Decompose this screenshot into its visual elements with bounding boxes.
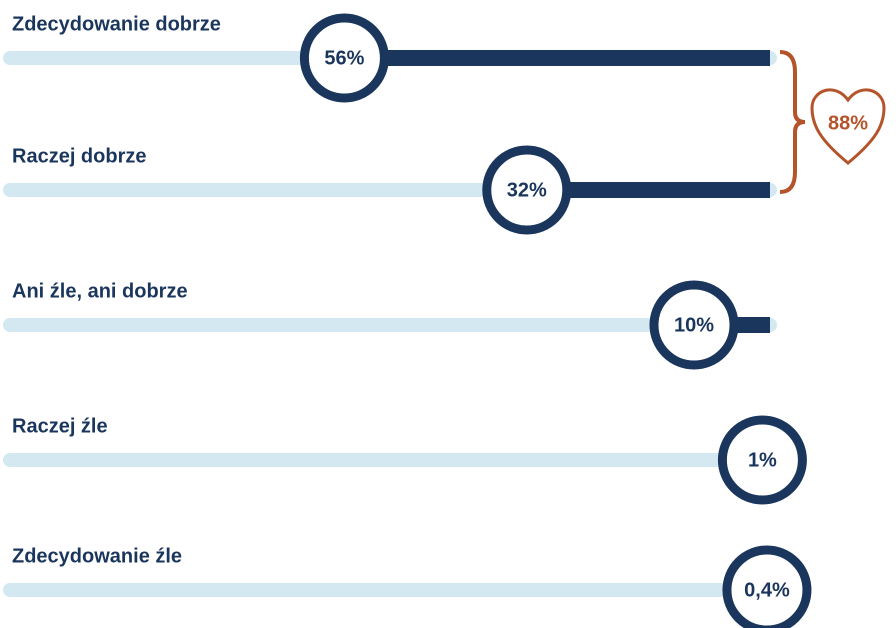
summary-label: 88% xyxy=(828,112,868,134)
heart xyxy=(810,88,886,165)
category-label: Zdecydowanie dobrze xyxy=(12,13,221,35)
value-marker xyxy=(649,280,739,370)
value-marker xyxy=(717,415,807,505)
value-label: 56% xyxy=(324,47,364,69)
bar xyxy=(526,182,770,198)
brace xyxy=(779,50,806,194)
category-label: Raczej źle xyxy=(12,415,108,437)
value-marker xyxy=(482,145,572,235)
value-label: 32% xyxy=(507,179,547,201)
value-label: 10% xyxy=(674,314,714,336)
value-label: 0,4% xyxy=(744,579,790,601)
bar xyxy=(344,50,770,66)
value-marker xyxy=(722,545,812,628)
category-label: Zdecydowanie źle xyxy=(12,545,182,567)
category-label: Raczej dobrze xyxy=(12,145,146,167)
category-label: Ani źle, ani dobrze xyxy=(12,280,188,302)
value-marker xyxy=(299,13,389,103)
value-label: 1% xyxy=(748,449,777,471)
